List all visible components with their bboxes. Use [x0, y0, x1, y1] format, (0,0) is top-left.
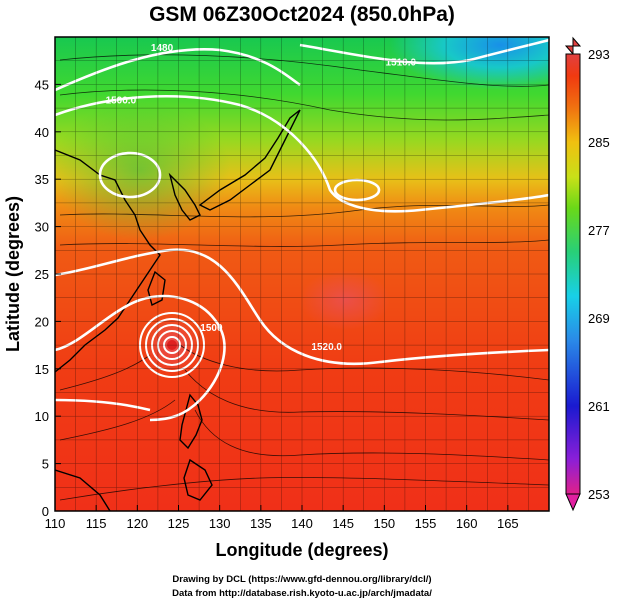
colorbar-top-arrow: [564, 36, 582, 56]
plot-area: 1480 1500.0 1510.0 1520.0 1500: [55, 37, 549, 511]
streamlines: [59, 54, 549, 501]
y-tick-label: 10: [35, 409, 49, 424]
x-tick-label: 160: [456, 516, 478, 531]
y-tick-label: 25: [35, 267, 49, 282]
y-tick-label: 40: [35, 125, 49, 140]
contour-small-high: [333, 178, 381, 202]
japan-islands: [198, 109, 301, 211]
y-tick-label: 15: [35, 362, 49, 377]
contour-label: 1510.0: [386, 57, 417, 68]
y-tick-label: 5: [42, 457, 49, 472]
x-axis-label: Longitude (degrees): [215, 540, 388, 560]
y-tick-label: 35: [35, 172, 49, 187]
contour-label: 1500.0: [106, 95, 137, 106]
x-tick-label: 120: [126, 516, 148, 531]
warm-spot-east: [300, 270, 390, 330]
x-tick-label: 145: [332, 516, 354, 531]
y-tick-label: 45: [35, 77, 49, 92]
x-tick-label: 110: [45, 516, 66, 531]
colorbar-tick-label: 253: [588, 487, 610, 502]
x-tick-label: 155: [415, 516, 437, 531]
x-tick-label: 150: [373, 516, 395, 531]
x-tick-label: 125: [168, 516, 190, 531]
contour-1500-typhoon: [55, 294, 226, 422]
grid-lines: [55, 37, 549, 511]
contour-nw-low: [98, 151, 162, 199]
x-tick-label: 140: [291, 516, 313, 531]
credit-data: Data from http://database.rish.kyoto-u.a…: [172, 588, 432, 599]
colorbar-tick-label: 261: [588, 399, 610, 414]
contour-label: 1500: [200, 323, 223, 334]
colorbar-tick-label: 285: [588, 135, 610, 150]
y-axis-ticks: 0 5 10 15 20 25 30 35 40 45: [35, 77, 61, 519]
contour-1500: [55, 95, 549, 213]
contour-1510: [299, 38, 549, 65]
contour-label: 1520.0: [311, 342, 342, 353]
chart-title: GSM 06Z30Oct2024 (850.0hPa): [149, 3, 455, 26]
x-tick-label: 135: [250, 516, 272, 531]
x-tick-label: 165: [497, 516, 519, 531]
contour-label: 1480: [151, 43, 174, 54]
taiwan: [147, 270, 166, 307]
coastlines: [55, 109, 301, 511]
korea-peninsula: [168, 172, 201, 221]
contour-lower: [55, 398, 151, 412]
y-tick-label: 0: [42, 504, 49, 519]
x-axis-ticks: 110 115 120 125 130 135 140 145 150 155 160 165: [45, 505, 519, 531]
contour-1480: [55, 48, 301, 92]
x-tick-label: 130: [209, 516, 231, 531]
colorbar-tick-label: 269: [588, 311, 610, 326]
borneo-coast: [55, 469, 111, 511]
y-tick-label: 20: [35, 314, 49, 329]
credit-drawing: Drawing by DCL (https://www.gfd-dennou.o…: [172, 574, 431, 585]
typhoon-center: [167, 340, 177, 350]
height-contours: [55, 38, 549, 422]
y-axis-label: Latitude (degrees): [3, 196, 23, 352]
contour-labels: 1480 1500.0 1510.0 1520.0 1500: [106, 43, 417, 353]
cool-region-nw: [55, 100, 230, 240]
colorbar-tick-label: 293: [588, 47, 610, 62]
china-coast: [55, 149, 161, 373]
x-tick-label: 115: [86, 516, 107, 531]
y-tick-label: 30: [35, 220, 49, 235]
colorbar: 293 285 277 269 261 253: [564, 36, 610, 512]
typhoon-isobars: [139, 312, 205, 378]
colorbar-bottom-arrow: [565, 493, 581, 512]
colorbar-bar: [565, 53, 581, 495]
luzon: [179, 393, 203, 450]
mindanao: [183, 458, 213, 501]
contour-1520: [55, 248, 549, 366]
colorbar-tick-label: 277: [588, 223, 610, 238]
colorbar-labels: 293 285 277 269 261 253: [588, 47, 610, 502]
